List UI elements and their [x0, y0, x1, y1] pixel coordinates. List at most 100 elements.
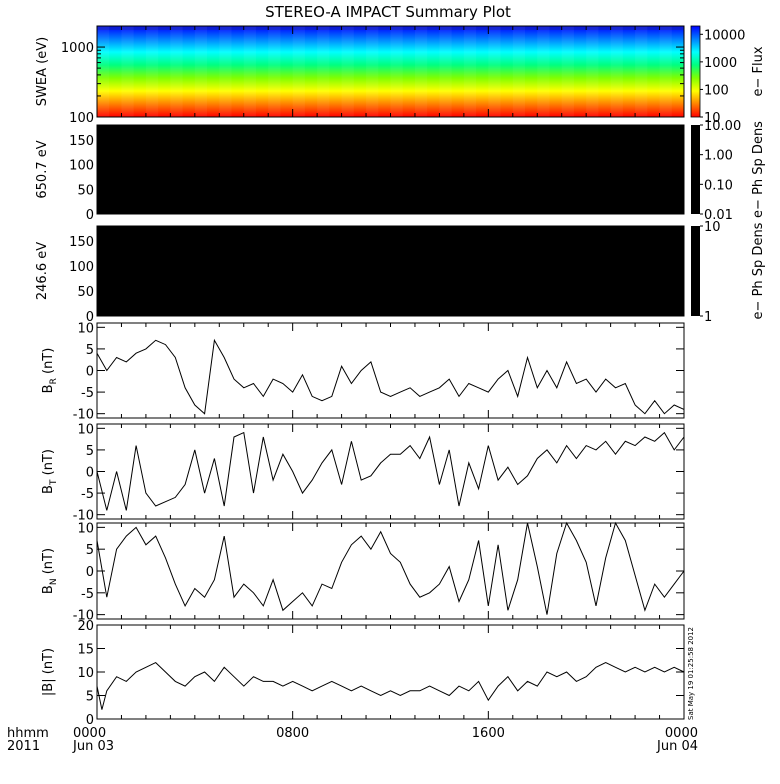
br-ytick-label: 0: [86, 365, 94, 380]
pad-246-ytick-label: 50: [77, 285, 94, 300]
bmag-ytick-label: 5: [86, 690, 94, 705]
bt-series-line: [96, 431, 685, 511]
xtick-label: 0000: [665, 726, 698, 741]
swea-texture-band: [366, 26, 379, 117]
swea-spectrogram-ytick-label: 1000: [61, 41, 94, 56]
pad-246-colorbar-label: e− Ph Sp Dens: [751, 222, 766, 319]
swea-texture-band: [292, 26, 305, 117]
swea-spectrogram-ytick-label: 100: [69, 111, 94, 126]
pad-650-ytick-label: 50: [77, 183, 94, 198]
swea-spectrogram-colorbar-tick-label: 10: [704, 111, 721, 126]
pad-650-colorbar-tick-label: 0.10: [704, 178, 733, 193]
swea-texture-band: [488, 26, 501, 117]
bn-ytick-label: 5: [86, 543, 94, 558]
bt-ytick-label: -10: [73, 509, 94, 524]
pad-246-ytick-label: 150: [69, 235, 94, 250]
bt-ylabel: BT (nT): [41, 449, 59, 494]
bmag-ytick-label: 0: [86, 713, 94, 728]
swea-texture-band: [145, 26, 159, 117]
swea-texture-band: [390, 26, 403, 117]
br-ytick-label: -10: [73, 408, 94, 423]
swea-texture-band: [463, 26, 477, 117]
panel-pad-650: 0.01 0.10 1.00 10.00 e− Ph Sp Dens 0 50 100 150 6…: [35, 119, 766, 223]
bmag-ytick-label: 10: [77, 666, 94, 681]
swea-texture-band: [659, 26, 672, 117]
panel-br: -10 -5 0 5 10 BR (nT): [41, 321, 685, 423]
swea-texture-band: [561, 26, 574, 117]
footer-hhmm: hhmm: [7, 726, 49, 741]
swea-texture-band: [610, 26, 623, 117]
bn-ytick-label: 0: [86, 565, 94, 580]
bn-ytick-label: -5: [81, 587, 94, 602]
swea-texture-band: [414, 26, 428, 117]
br-ytick-label: 5: [86, 343, 94, 358]
bt-ytick-label: 5: [86, 444, 94, 459]
bt-ytick-label: 10: [77, 422, 94, 437]
swea-spectrogram-colorbar-tick-label: 10000: [704, 28, 745, 43]
pad-650-ytick-label: 0: [86, 208, 94, 223]
pad-246-colorbar-tick-label: 1: [704, 310, 712, 325]
bn-ylabel: BN (nT): [41, 548, 59, 594]
br-frame: [96, 322, 685, 419]
pad-650-colorbar-label: e− Ph Sp Dens: [751, 121, 766, 218]
swea-texture-band: [512, 26, 526, 117]
br-ytick-label: 10: [77, 321, 94, 336]
br-series-line: [96, 338, 685, 415]
xtick-label: 0000: [73, 726, 106, 741]
swea-texture-band: [586, 26, 599, 117]
plot-title: STEREO-A IMPACT Summary Plot: [265, 3, 511, 21]
panel-bt: -10 -5 0 5 10 BT (nT): [41, 422, 685, 524]
swea-texture-band: [219, 26, 232, 117]
swea-texture-band: [194, 26, 208, 117]
pad-650-colorbar-tick-label: 0.01: [704, 208, 733, 223]
bt-frame: [96, 423, 685, 520]
timestamp-label: Sat May 19 01:25:58 2012: [687, 627, 695, 720]
pad-246-image: [97, 226, 684, 316]
bn-ytick-label: -10: [73, 609, 94, 624]
pad-650-image: [97, 125, 684, 214]
swea-spectrogram-colorbar-label: e− Flux: [751, 46, 766, 96]
xtick-label: 0800: [276, 726, 309, 741]
bn-series-line: [96, 521, 685, 615]
pad-246-colorbar: [691, 226, 700, 316]
swea-spectrogram-ylabel: SWEA (eV): [35, 37, 50, 106]
panel-bmag: 0 5 10 15 20 |B| (nT): [41, 619, 685, 728]
br-ytick-label: -5: [81, 386, 94, 401]
panel-pad-246: 1 10 e− Ph Sp Dens 0 50 100 150 246.6 eV: [35, 220, 766, 325]
pad-650-ytick-label: 150: [69, 134, 94, 149]
swea-texture-band: [537, 26, 550, 117]
date-label-end: Jun 04: [656, 739, 698, 754]
bn-ytick-label: 10: [77, 521, 94, 536]
date-label-start: Jun 03: [72, 739, 114, 754]
swea-texture-band: [121, 26, 134, 117]
pad-246-ytick-label: 100: [69, 260, 94, 275]
br-ylabel: BR (nT): [41, 348, 59, 394]
bt-ytick-label: 0: [86, 466, 94, 481]
swea-spectrogram-colorbar-tick-label: 100: [704, 83, 729, 98]
swea-texture-band: [268, 26, 281, 117]
panel-bn: -10 -5 0 5 10 BN (nT): [41, 521, 685, 624]
pad-246-ylabel: 246.6 eV: [35, 242, 50, 300]
swea-texture-band: [341, 26, 354, 117]
swea-texture-band: [439, 26, 452, 117]
pad-650-colorbar-tick-label: 10.00: [704, 119, 741, 134]
pad-650-colorbar: [691, 125, 700, 214]
panel-swea-spectrogram: 10 100 1000 10000 e− Flux 100 1000 SWEA (eV): [35, 25, 766, 126]
swea-colorbar: [690, 25, 701, 118]
bmag-ytick-label: 15: [77, 643, 94, 658]
bmag-ytick-label: 20: [77, 619, 94, 634]
bt-ytick-label: -5: [81, 487, 94, 502]
bmag-frame: [96, 624, 685, 720]
bmag-series-line: [96, 661, 685, 710]
swea-texture-band: [635, 26, 648, 117]
pad-650-ytick-label: 100: [69, 159, 94, 174]
swea-spectrogram-colorbar-tick-label: 1000: [704, 56, 737, 71]
swea-spectrogram-image: [97, 26, 684, 117]
swea-texture-band: [317, 26, 330, 117]
pad-246-colorbar-tick-label: 10: [704, 220, 721, 235]
swea-texture-band: [243, 26, 256, 117]
bmag-ylabel: |B| (nT): [41, 648, 56, 696]
